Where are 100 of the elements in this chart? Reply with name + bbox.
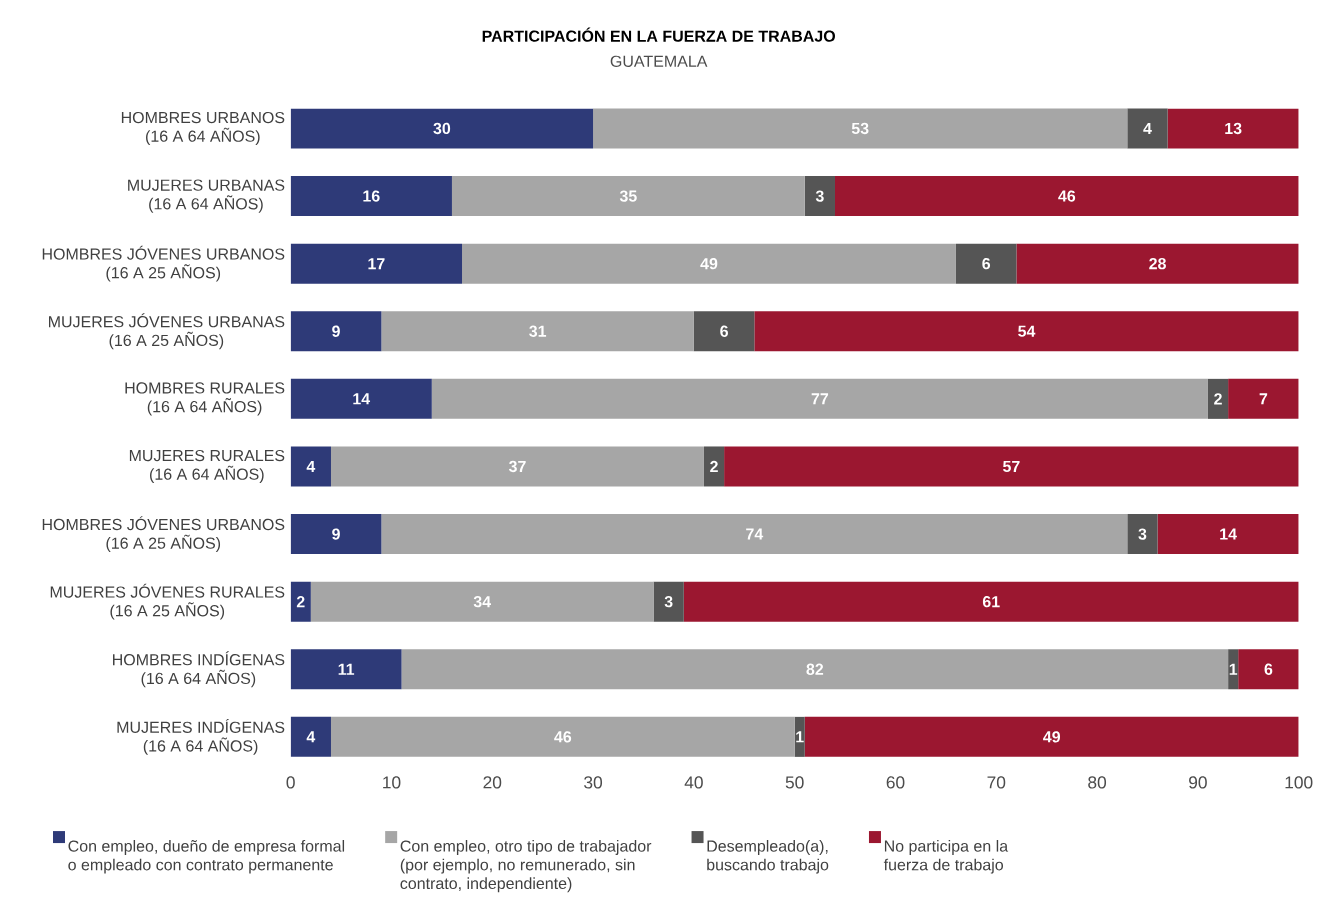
legend-label: Con empleo, dueño de empresa formal o empleado con contrato permanente: [68, 839, 345, 874]
data-label: 31: [529, 325, 547, 337]
bar: [1238, 649, 1299, 690]
data-label: 28: [1149, 257, 1166, 270]
bar: [290, 446, 331, 487]
data-label: 77: [811, 393, 829, 405]
bar: [703, 446, 725, 487]
data-label: 9: [332, 325, 340, 337]
bar: [290, 513, 382, 554]
chart-title: PARTICIPACIÓN EN LA FUERZA DE TRABAJO: [482, 27, 836, 42]
bar: [794, 716, 805, 757]
data-label: 46: [1058, 190, 1076, 202]
bar: [683, 581, 1299, 622]
x-tick-label: 20: [483, 776, 502, 789]
x-tick-label: 90: [1189, 776, 1207, 789]
legend-label: No participa en la fuerza de trabajo: [883, 839, 1009, 874]
bar: [290, 108, 594, 149]
data-label: 2: [710, 460, 718, 472]
bar: [401, 649, 1229, 690]
data-label: 6: [982, 257, 991, 270]
y-tick-label: HOMBRES INDÍGENAS (16 A 64 AÑOS): [113, 651, 285, 688]
y-tick-label: HOMBRES JÓVENES URBANOS (16 A 25 AÑOS): [42, 245, 285, 282]
bar: [724, 446, 1299, 487]
data-label: 6: [720, 325, 728, 337]
y-tick-label: HOMBRES RURALES (16 A 64 AÑOS): [125, 382, 285, 416]
x-tick-label: 100: [1285, 776, 1313, 789]
bar: [290, 243, 463, 284]
bar: [693, 311, 755, 352]
data-label: 6: [1264, 663, 1273, 675]
bar: [955, 243, 1017, 284]
bar: [1016, 243, 1299, 284]
data-label: 49: [1043, 731, 1061, 743]
x-tick-label: 0: [286, 776, 295, 789]
bar: [310, 581, 654, 622]
bar: [1228, 378, 1299, 419]
bar: [1207, 378, 1229, 419]
bar: [1127, 513, 1158, 554]
x-tick-label: 40: [684, 776, 703, 789]
data-label: 3: [664, 595, 673, 608]
bar: [290, 716, 331, 757]
legend-label: Con empleo, otro tipo de trabajador (por ejemplo, no remunerado, sin contrato, independiente): [400, 839, 652, 893]
data-label: 1: [796, 731, 804, 743]
y-tick-label: HOMBRES JÓVENES URBANOS (16 A 25 AÑOS): [42, 515, 285, 552]
bar: [381, 513, 1128, 554]
bar: [593, 108, 1128, 149]
legend-label: Desempleado(a), buscando trabajo: [707, 839, 829, 874]
data-label: 3: [815, 190, 824, 202]
y-tick-label: HOMBRES URBANOS (16 A 64 AÑOS): [121, 111, 285, 145]
bar: [330, 716, 795, 757]
data-label: 14: [1220, 528, 1237, 540]
bar: [754, 311, 1299, 352]
data-label: 49: [700, 257, 718, 270]
y-tick-label: MUJERES URBANAS (16 A 64 AÑOS): [128, 179, 285, 213]
data-label: 16: [363, 190, 380, 202]
data-label: 82: [806, 663, 824, 675]
bar: [290, 649, 402, 690]
bar: [804, 716, 1299, 757]
data-label: 7: [1259, 393, 1268, 405]
data-label: 4: [306, 460, 316, 472]
data-label: 4: [1143, 122, 1152, 134]
chart-subtitle: GUATEMALA: [610, 55, 708, 67]
data-label: 61: [982, 595, 1000, 608]
data-label: 17: [368, 258, 385, 269]
x-tick-label: 70: [987, 776, 1006, 789]
data-label: 35: [619, 190, 637, 202]
x-tick-label: 10: [383, 776, 401, 789]
x-tick-label: 60: [886, 776, 905, 789]
bar: [451, 175, 805, 216]
bar: [804, 175, 835, 216]
y-tick-label: MUJERES JÓVENES RURALES (16 A 25 AÑOS): [50, 583, 285, 620]
data-label: 30: [433, 122, 451, 134]
data-label: 34: [473, 595, 491, 608]
data-label: 14: [353, 393, 371, 405]
x-tick-label: 50: [785, 776, 804, 789]
data-label: 1: [1229, 663, 1238, 675]
bar: [834, 175, 1299, 216]
bar: [1157, 513, 1299, 554]
data-label: 53: [851, 122, 869, 134]
bar: [290, 175, 452, 216]
bar: [1167, 108, 1299, 149]
data-label: 2: [296, 595, 305, 608]
data-label: 2: [1214, 393, 1222, 405]
x-tick-label: 80: [1088, 776, 1107, 789]
data-label: 9: [332, 528, 340, 540]
data-label: 74: [746, 528, 764, 540]
bar: [653, 581, 684, 622]
data-label: 3: [1138, 528, 1147, 540]
data-label: 37: [508, 460, 526, 472]
data-label: 4: [306, 731, 316, 743]
bar: [381, 311, 694, 352]
x-tick-label: 30: [584, 776, 603, 789]
data-label: 11: [338, 663, 355, 675]
y-tick-label: MUJERES INDÍGENAS (16 A 64 AÑOS): [117, 718, 285, 755]
bar: [431, 378, 1208, 419]
bar: [290, 311, 382, 352]
bar: [290, 378, 432, 419]
bar: [462, 243, 956, 284]
y-tick-label: MUJERES RURALES (16 A 64 AÑOS): [129, 449, 285, 483]
y-tick-label: MUJERES JÓVENES URBANAS (16 A 25 AÑOS): [49, 313, 285, 350]
bar: [290, 581, 311, 622]
